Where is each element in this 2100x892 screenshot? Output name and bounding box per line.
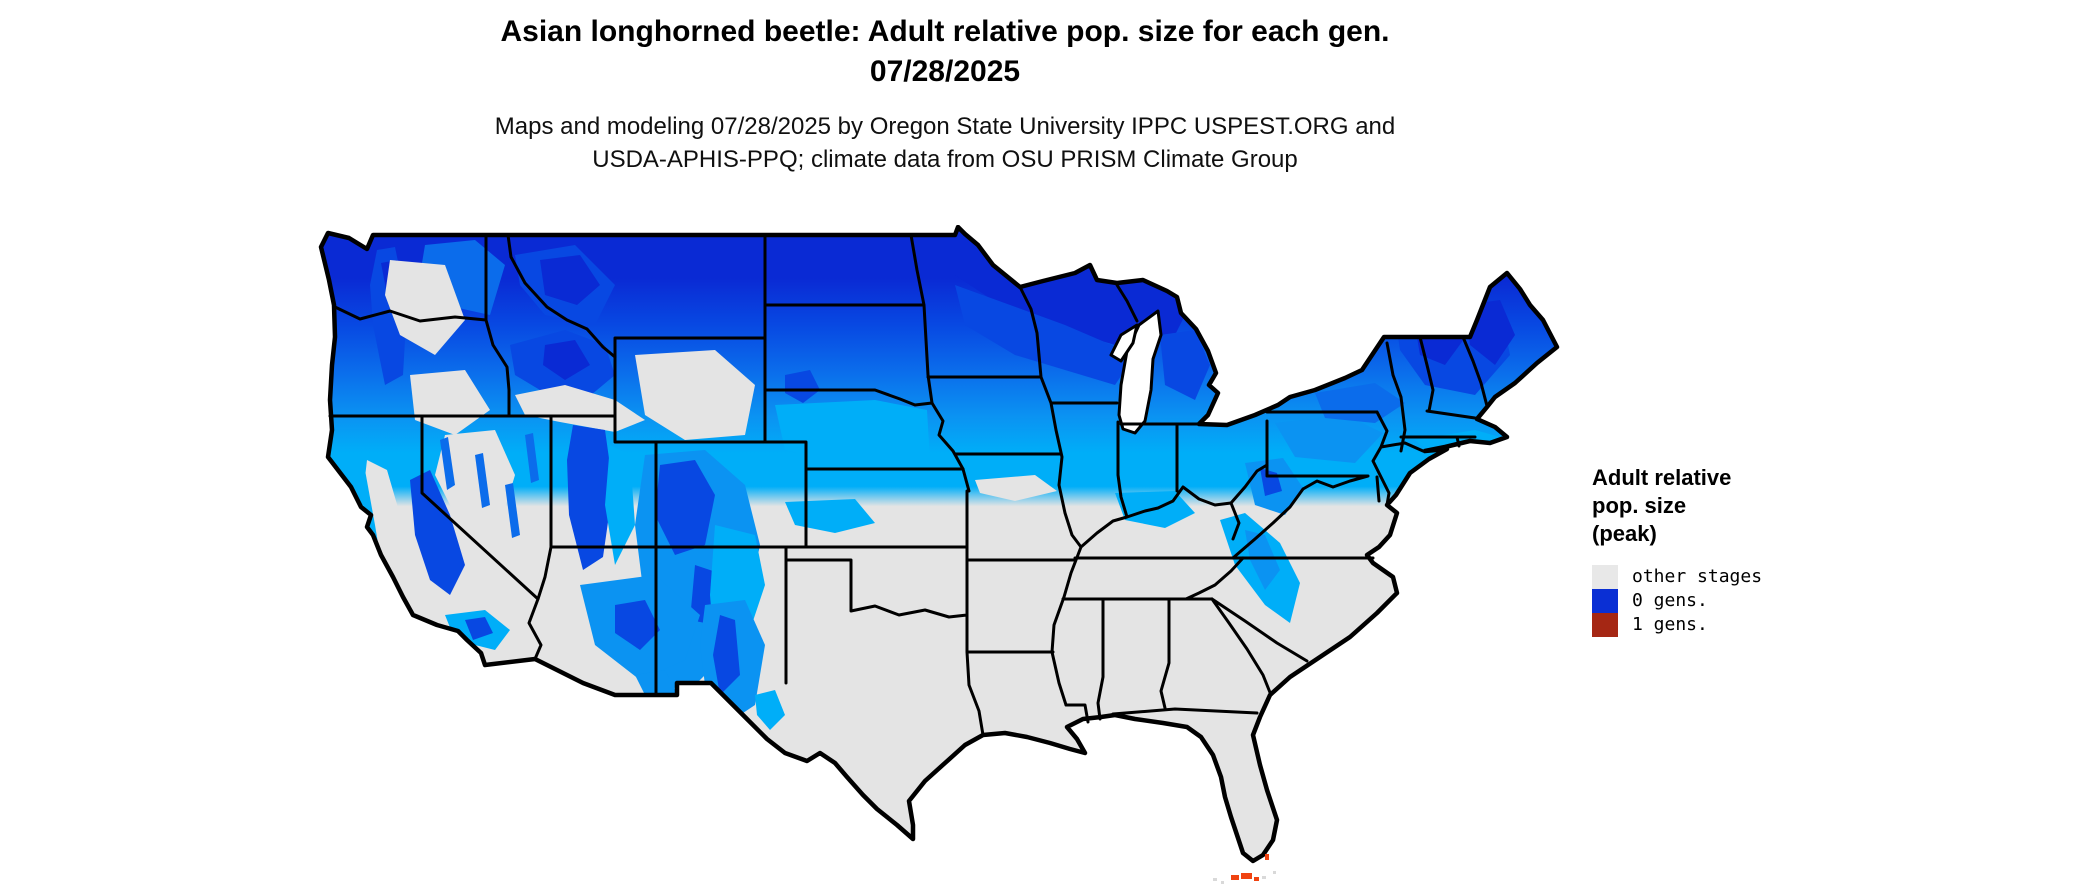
legend-row-1-gens: 1 gens. — [1592, 613, 1922, 637]
legend: Adult relative pop. size (peak) other st… — [1592, 464, 1922, 637]
legend-label-other-stages: other stages — [1632, 566, 1763, 587]
subtitle-line-1: Maps and modeling 07/28/2025 by Oregon S… — [494, 113, 1396, 140]
legend-title-line-2: pop. size — [1592, 493, 1687, 518]
green-bay — [1109, 323, 1139, 363]
legend-swatch-1-gens — [1592, 613, 1618, 637]
map-svg — [318, 225, 1560, 884]
legend-label-1-gens: 1 gens. — [1632, 614, 1708, 635]
state-borders-west — [328, 233, 1077, 737]
legend-title: Adult relative pop. size (peak) — [1592, 464, 1922, 548]
legend-swatch-0-gens — [1592, 589, 1618, 613]
legend-title-line-1: Adult relative — [1592, 465, 1732, 490]
state-borders-east — [1061, 335, 1489, 721]
page-title: Asian longhorned beetle: Adult relative … — [495, 12, 1395, 92]
climate-raster — [321, 227, 1557, 861]
legend-row-other-stages: other stages — [1592, 565, 1922, 589]
us-outline — [318, 225, 1560, 864]
legend-items: other stages 0 gens. 1 gens. — [1592, 565, 1922, 637]
state-borders-central — [926, 283, 1375, 724]
page-subtitle: Maps and modeling 07/28/2025 by Oregon S… — [495, 110, 1395, 176]
title-line-2: 07/28/2025 — [869, 55, 1021, 88]
state-borders — [328, 233, 1489, 737]
legend-swatch-other-stages — [1592, 565, 1618, 589]
subtitle-line-2: USDA-APHIS-PPQ; climate data from OSU PR… — [592, 146, 1298, 173]
legend-title-line-3: (peak) — [1592, 521, 1657, 546]
title-line-1: Asian longhorned beetle: Adult relative … — [500, 15, 1390, 48]
us-population-map — [315, 225, 1560, 887]
legend-row-0-gens: 0 gens. — [1592, 589, 1922, 613]
legend-label-0-gens: 0 gens. — [1632, 590, 1708, 611]
florida-keys-spots — [1213, 854, 1276, 884]
header: Asian longhorned beetle: Adult relative … — [495, 12, 1395, 176]
